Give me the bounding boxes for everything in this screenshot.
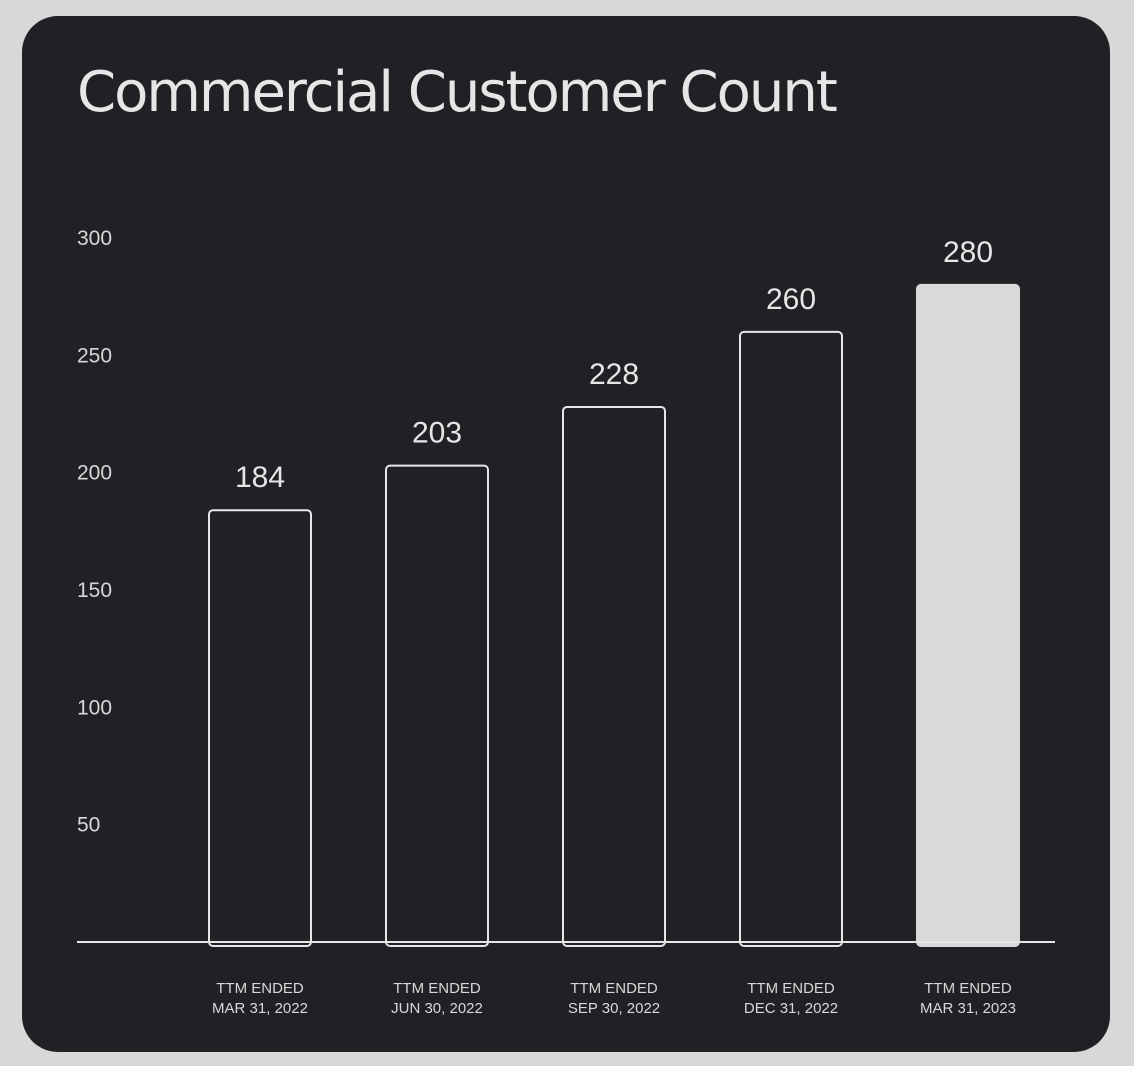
bar-chart: 50 100 150 200 250 300 184 TTM ENDED MAR 31, 202… xyxy=(77,227,1055,1017)
y-tick-label: 50 xyxy=(77,814,100,837)
value-label: 280 xyxy=(943,236,993,269)
x-tick-label: MAR 31, 2022 xyxy=(212,1000,308,1017)
x-tick-label: TTM ENDED xyxy=(570,980,658,997)
y-tick-label: 250 xyxy=(77,344,112,367)
x-tick-label: SEP 30, 2022 xyxy=(568,1000,660,1017)
bar xyxy=(739,330,843,948)
value-label: 228 xyxy=(589,358,639,391)
y-tick-label: 300 xyxy=(77,227,112,250)
x-tick-label: DEC 31, 2022 xyxy=(744,1000,838,1017)
x-tick-label: TTM ENDED xyxy=(216,980,304,997)
y-tick-label: 100 xyxy=(77,696,112,719)
value-label: 184 xyxy=(235,461,285,494)
bar xyxy=(916,283,1020,947)
bar xyxy=(208,509,312,947)
y-tick-label: 200 xyxy=(77,462,112,485)
bar xyxy=(385,464,489,947)
chart-title: Commercial Customer Count xyxy=(77,60,838,125)
x-tick-label: JUN 30, 2022 xyxy=(391,1000,483,1017)
value-label: 203 xyxy=(412,417,462,450)
x-tick-label: TTM ENDED xyxy=(924,980,1012,997)
bar xyxy=(562,405,666,947)
chart-card: Commercial Customer Count 50 100 150 200 250… xyxy=(22,16,1110,1052)
value-label: 260 xyxy=(766,283,816,316)
y-tick-label: 150 xyxy=(77,579,112,602)
x-tick-label: TTM ENDED xyxy=(747,980,835,997)
x-tick-label: TTM ENDED xyxy=(393,980,481,997)
x-tick-label: MAR 31, 2023 xyxy=(920,1000,1016,1017)
